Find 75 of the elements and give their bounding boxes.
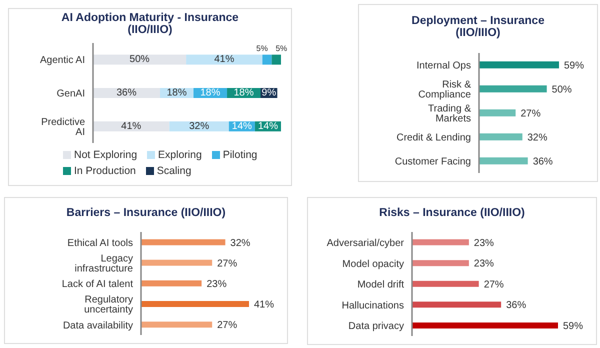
legend-label: Exploring bbox=[158, 149, 202, 161]
y-tick-label: Data availability bbox=[62, 320, 133, 332]
y-tick-label: GenAI bbox=[56, 88, 85, 100]
chart-title: Risks – Insurance (IIO/IIIO) bbox=[379, 207, 525, 219]
data-label: 41% bbox=[214, 54, 234, 66]
data-label: 14% bbox=[258, 120, 278, 132]
data-label: 18% bbox=[200, 88, 220, 98]
bar bbox=[479, 85, 547, 92]
legend-label: In Production bbox=[74, 165, 136, 177]
y-tick-label: Lack of AI talent bbox=[62, 279, 134, 290]
y-tick-label: Data privacy bbox=[348, 321, 404, 332]
data-label: 32% bbox=[527, 132, 548, 144]
data-label: 5% bbox=[256, 44, 268, 54]
bar bbox=[479, 133, 522, 140]
y-tick-label: Trading & Markets bbox=[428, 104, 472, 125]
bar bbox=[412, 322, 558, 328]
y-tick-label: Model opacity bbox=[342, 258, 404, 270]
data-label: 5% bbox=[276, 44, 288, 54]
bar bbox=[412, 260, 469, 266]
y-tick-label: Customer Facing bbox=[394, 156, 471, 168]
y-tick-label: Regulatory uncertainty bbox=[84, 294, 133, 316]
data-label: 23% bbox=[474, 238, 494, 249]
legend-label: Piloting bbox=[222, 149, 258, 161]
bar bbox=[412, 280, 479, 287]
data-label: 27% bbox=[484, 279, 504, 290]
bar bbox=[186, 54, 262, 65]
y-tick-label: Adversarial/cyber bbox=[326, 238, 405, 249]
bar bbox=[412, 239, 469, 246]
bar bbox=[262, 54, 272, 65]
data-label: 27% bbox=[217, 320, 238, 332]
data-label: 9% bbox=[262, 88, 276, 98]
y-tick-label: Agentic AI bbox=[40, 55, 85, 66]
data-label: 27% bbox=[520, 108, 541, 120]
y-tick-label: Predictive AI bbox=[41, 116, 86, 138]
y-tick-label: Ethical AI tools bbox=[67, 238, 133, 249]
bar bbox=[479, 61, 559, 68]
chart-title: AI Adoption Maturity - Insurance (IIO/IIIO) bbox=[60, 12, 240, 36]
bar bbox=[141, 239, 226, 246]
data-label: 59% bbox=[563, 321, 584, 332]
y-tick-label: Model drift bbox=[357, 280, 404, 291]
bar bbox=[479, 109, 516, 116]
data-label: 32% bbox=[230, 238, 250, 249]
legend-label: Scaling bbox=[156, 165, 192, 177]
data-label: 50% bbox=[130, 54, 150, 66]
bar bbox=[141, 301, 249, 308]
bar bbox=[272, 54, 281, 65]
data-label: 36% bbox=[116, 88, 137, 98]
data-label: 32% bbox=[189, 120, 210, 132]
data-label: 18% bbox=[166, 88, 187, 98]
y-tick-label: Hallucinations bbox=[342, 300, 404, 312]
y-tick-label: Legacy infrastructure bbox=[74, 253, 134, 274]
chart-title: Deployment – Insurance (IIO/IIIO) bbox=[410, 15, 546, 39]
bar bbox=[141, 260, 212, 266]
data-label: 50% bbox=[552, 84, 572, 96]
data-label: 18% bbox=[234, 88, 254, 98]
legend-label: Not Exploring bbox=[74, 149, 138, 161]
chart-title: Barriers – Insurance (IIO/IIIO) bbox=[66, 207, 226, 219]
data-label: 27% bbox=[217, 258, 238, 270]
data-label: 36% bbox=[506, 300, 526, 312]
data-label: 14% bbox=[232, 120, 252, 132]
data-label: 23% bbox=[206, 278, 227, 290]
bar bbox=[141, 322, 212, 328]
bar bbox=[412, 302, 502, 308]
bar bbox=[93, 54, 186, 65]
data-label: 59% bbox=[564, 60, 584, 72]
bar bbox=[93, 121, 170, 132]
y-tick-label: Risk & Compliance bbox=[418, 80, 472, 101]
data-label: 36% bbox=[532, 156, 553, 168]
data-label: 41% bbox=[254, 300, 274, 311]
bar bbox=[479, 157, 528, 164]
data-label: 23% bbox=[474, 258, 494, 270]
y-tick-label: Internal Ops bbox=[416, 60, 471, 72]
y-tick-label: Credit & Lending bbox=[396, 132, 471, 144]
bar bbox=[141, 280, 202, 286]
data-label: 41% bbox=[121, 120, 142, 132]
